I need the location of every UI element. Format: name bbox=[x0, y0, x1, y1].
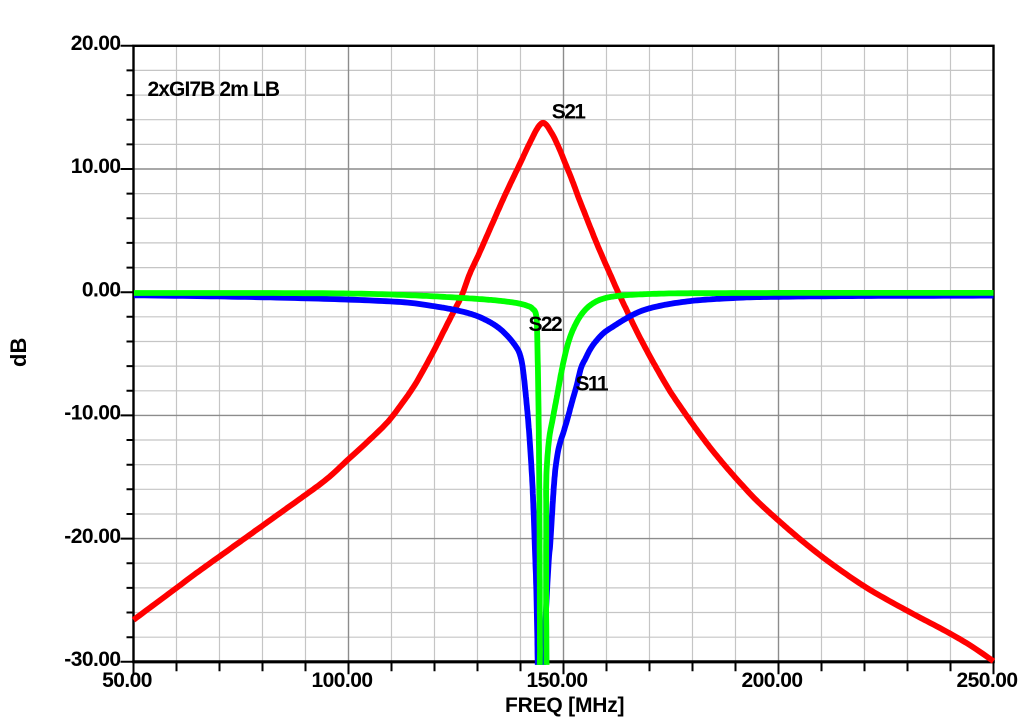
svg-text:S22: S22 bbox=[529, 313, 562, 336]
svg-text:dB: dB bbox=[6, 338, 31, 367]
svg-text:-30.00: -30.00 bbox=[64, 648, 120, 671]
svg-text:0.00: 0.00 bbox=[82, 278, 121, 301]
svg-text:250.00: 250.00 bbox=[957, 669, 1018, 692]
svg-text:50.00: 50.00 bbox=[102, 669, 152, 692]
svg-text:20.00: 20.00 bbox=[71, 32, 121, 55]
svg-text:100.00: 100.00 bbox=[312, 669, 373, 692]
svg-text:S11: S11 bbox=[576, 373, 609, 396]
svg-text:150.00: 150.00 bbox=[527, 669, 588, 692]
svg-text:S21: S21 bbox=[552, 101, 586, 124]
svg-text:FREQ [MHz]: FREQ [MHz] bbox=[505, 694, 624, 717]
svg-text:-20.00: -20.00 bbox=[64, 525, 120, 548]
svg-text:-10.00: -10.00 bbox=[64, 402, 120, 425]
svg-text:10.00: 10.00 bbox=[71, 155, 121, 178]
svg-text:2xGI7B 2m LB: 2xGI7B 2m LB bbox=[148, 78, 280, 101]
svg-text:200.00: 200.00 bbox=[742, 669, 803, 692]
